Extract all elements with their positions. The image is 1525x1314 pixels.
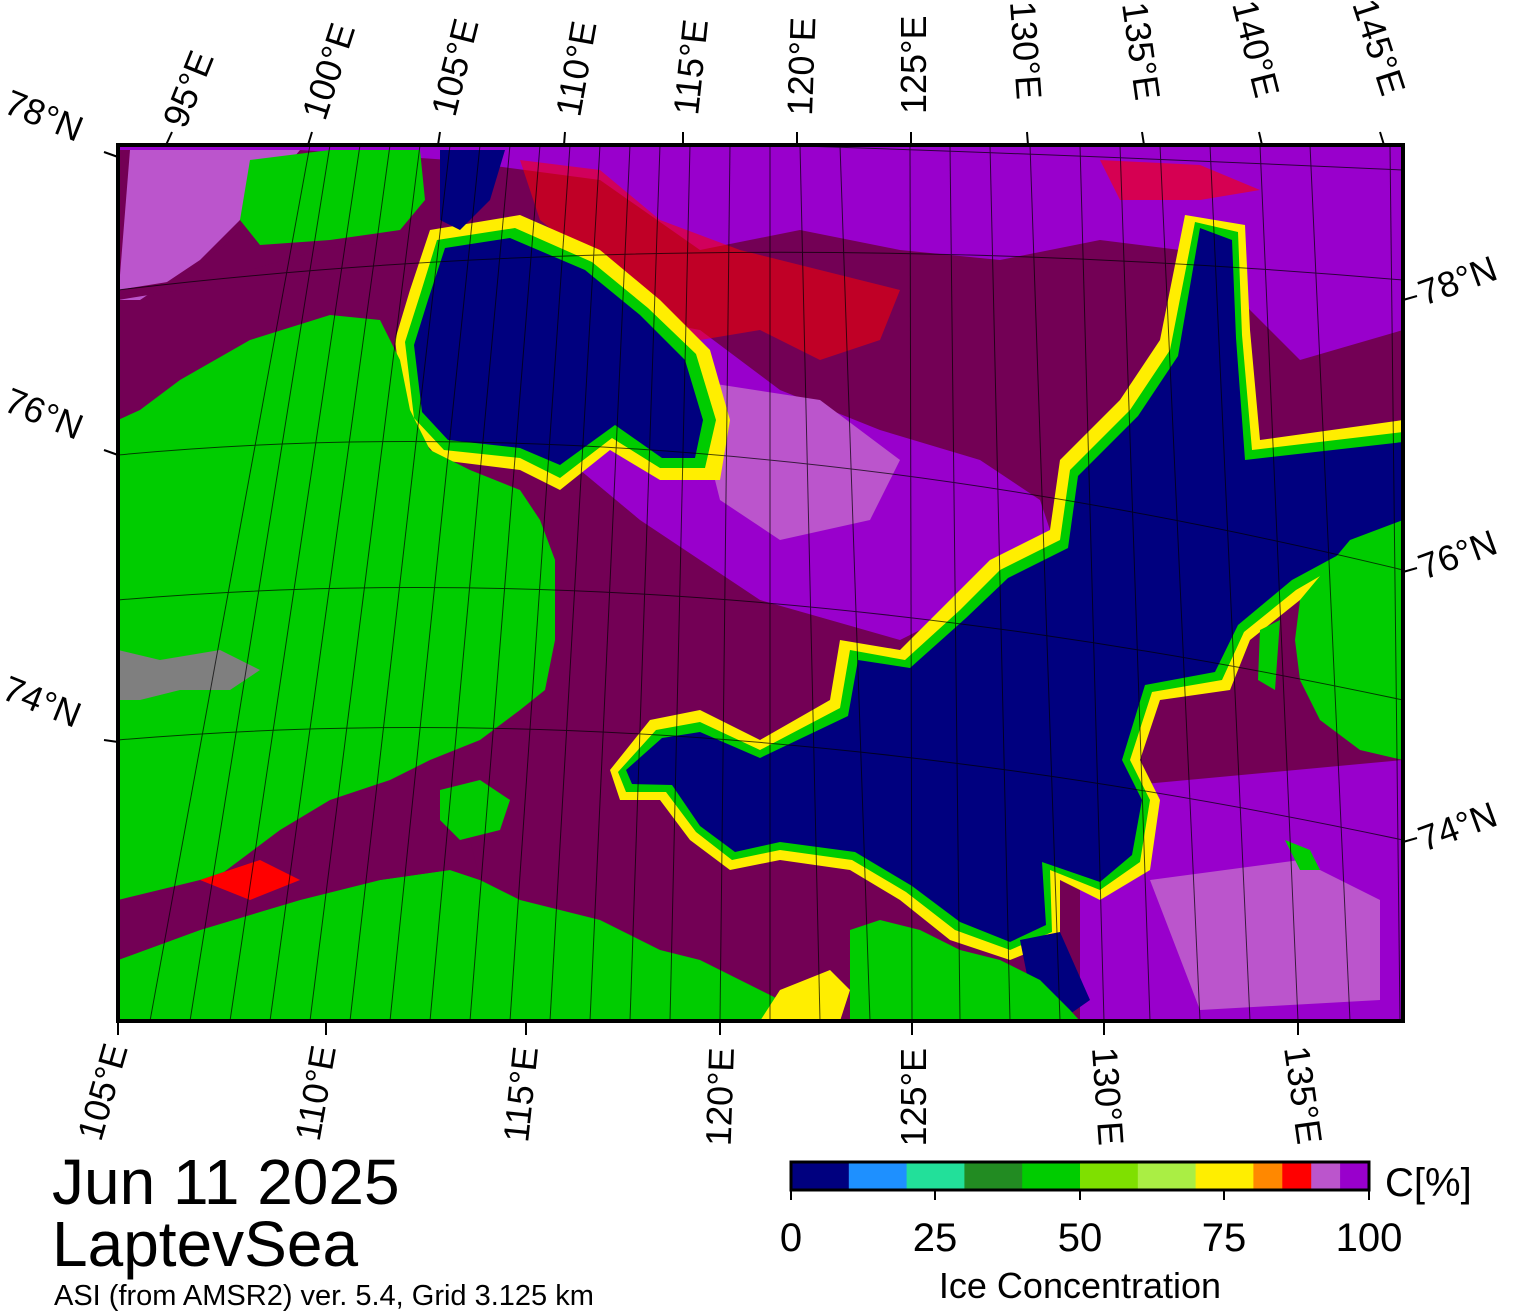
khatanga-melt bbox=[200, 860, 300, 900]
severnaya-zemlya-land bbox=[240, 150, 425, 245]
colorbar-swatch bbox=[1195, 1162, 1254, 1190]
coastal-melt-south bbox=[760, 970, 850, 1021]
top-lon-label: 145°E bbox=[1344, 0, 1413, 100]
colorbar-ticks bbox=[790, 1190, 1370, 1200]
top-lon-label: 125°E bbox=[893, 16, 934, 114]
colorbar-swatch bbox=[964, 1162, 1023, 1190]
ice-90-central bbox=[690, 380, 900, 540]
right-lat-label: 74°N bbox=[1413, 793, 1503, 859]
colorbar: 0 25 50 75 100 C[%] Ice Concentration bbox=[780, 1160, 1472, 1306]
region-title: LaptevSea bbox=[52, 1208, 359, 1280]
marginal-ice-northeast bbox=[1100, 160, 1260, 200]
bottom-lon-label: 125°E bbox=[893, 1048, 934, 1146]
lena-delta-land bbox=[850, 920, 1080, 1021]
graticule bbox=[118, 145, 1403, 1021]
colorbar-swatch bbox=[1137, 1162, 1197, 1190]
top-lon-label: 120°E bbox=[779, 16, 823, 116]
top-lon-label: 115°E bbox=[665, 17, 716, 117]
top-lon-label: 95°E bbox=[154, 45, 221, 133]
right-lat-label: 78°N bbox=[1413, 247, 1503, 313]
top-lon-label: 105°E bbox=[423, 14, 487, 119]
ice-90-southeast bbox=[1150, 860, 1380, 1010]
colorbar-tick-label: 0 bbox=[780, 1216, 802, 1260]
bottom-lon-label: 105°E bbox=[69, 1039, 136, 1145]
left-lat-label: 76°N bbox=[0, 379, 89, 447]
axis-ticks bbox=[103, 131, 1418, 1035]
top-lon-label: 140°E bbox=[1224, 0, 1288, 101]
bottom-lon-label: 130°E bbox=[1084, 1046, 1132, 1147]
marginal-ice-north bbox=[520, 160, 900, 360]
colorbar-tick-label: 100 bbox=[1336, 1216, 1403, 1260]
right-lat-labels: 78°N 76°N 74°N bbox=[1413, 247, 1503, 859]
stolbovoy-island bbox=[1285, 840, 1320, 870]
left-lat-label: 78°N bbox=[0, 81, 89, 149]
colorbar-tick-label: 75 bbox=[1202, 1216, 1247, 1260]
right-lat-label: 76°N bbox=[1413, 521, 1503, 587]
bottom-lon-label: 115°E bbox=[495, 1045, 546, 1145]
top-lon-label: 110°E bbox=[548, 18, 605, 119]
khatanga-ice bbox=[118, 820, 480, 960]
map-frame bbox=[116, 143, 1405, 1023]
colorbar-swatch bbox=[1311, 1162, 1341, 1190]
open-water-north-small bbox=[440, 150, 505, 230]
belkovsky-island bbox=[1258, 620, 1280, 690]
bottom-lon-label: 135°E bbox=[1276, 1043, 1330, 1146]
colorbar-swatch bbox=[1080, 1162, 1139, 1190]
colorbar-swatch bbox=[1022, 1162, 1081, 1190]
colorbar-swatch bbox=[791, 1162, 850, 1190]
colorbar-swatch bbox=[1340, 1162, 1370, 1190]
bottom-lon-label: 120°E bbox=[698, 1047, 742, 1147]
source-note: ASI (from AMSR2) ver. 5.4, Grid 3.125 km bbox=[54, 1280, 594, 1312]
left-lat-label: 74°N bbox=[0, 667, 87, 735]
colorbar-swatch bbox=[1253, 1162, 1283, 1190]
left-lat-labels: 78°N 76°N 74°N bbox=[0, 81, 89, 735]
colorbar-unit: C[%] bbox=[1385, 1161, 1472, 1205]
mainland-southwest bbox=[118, 870, 830, 1021]
taymyr-shadow bbox=[118, 650, 260, 700]
colorbar-swatch bbox=[1282, 1162, 1312, 1190]
top-lon-label: 135°E bbox=[1114, 0, 1168, 103]
colorbar-swatch bbox=[848, 1162, 908, 1190]
top-lon-label: 100°E bbox=[294, 18, 363, 124]
colorbar-swatches bbox=[791, 1162, 1370, 1190]
open-water-lena-delta bbox=[1020, 932, 1090, 1021]
bottom-lon-label: 110°E bbox=[287, 1042, 344, 1143]
bottom-lon-labels: 105°E 110°E 115°E 120°E 125°E 130°E 135°… bbox=[69, 1039, 1330, 1147]
colorbar-tick-label: 25 bbox=[913, 1216, 958, 1260]
taymyr-land bbox=[118, 315, 555, 940]
kotelny-island bbox=[1295, 520, 1403, 760]
colorbar-swatch bbox=[906, 1162, 965, 1190]
colorbar-title: Ice Concentration bbox=[939, 1265, 1221, 1306]
begichev-island bbox=[440, 780, 510, 840]
top-lon-label: 130°E bbox=[1002, 0, 1050, 101]
open-water-main bbox=[626, 228, 1403, 942]
top-lon-labels: 95°E 100°E 105°E 110°E 115°E 120°E 125°E… bbox=[154, 0, 1413, 133]
colorbar-tick-label: 50 bbox=[1058, 1216, 1103, 1260]
map-area bbox=[118, 145, 1403, 1021]
date-title: Jun 11 2025 bbox=[52, 1146, 400, 1218]
